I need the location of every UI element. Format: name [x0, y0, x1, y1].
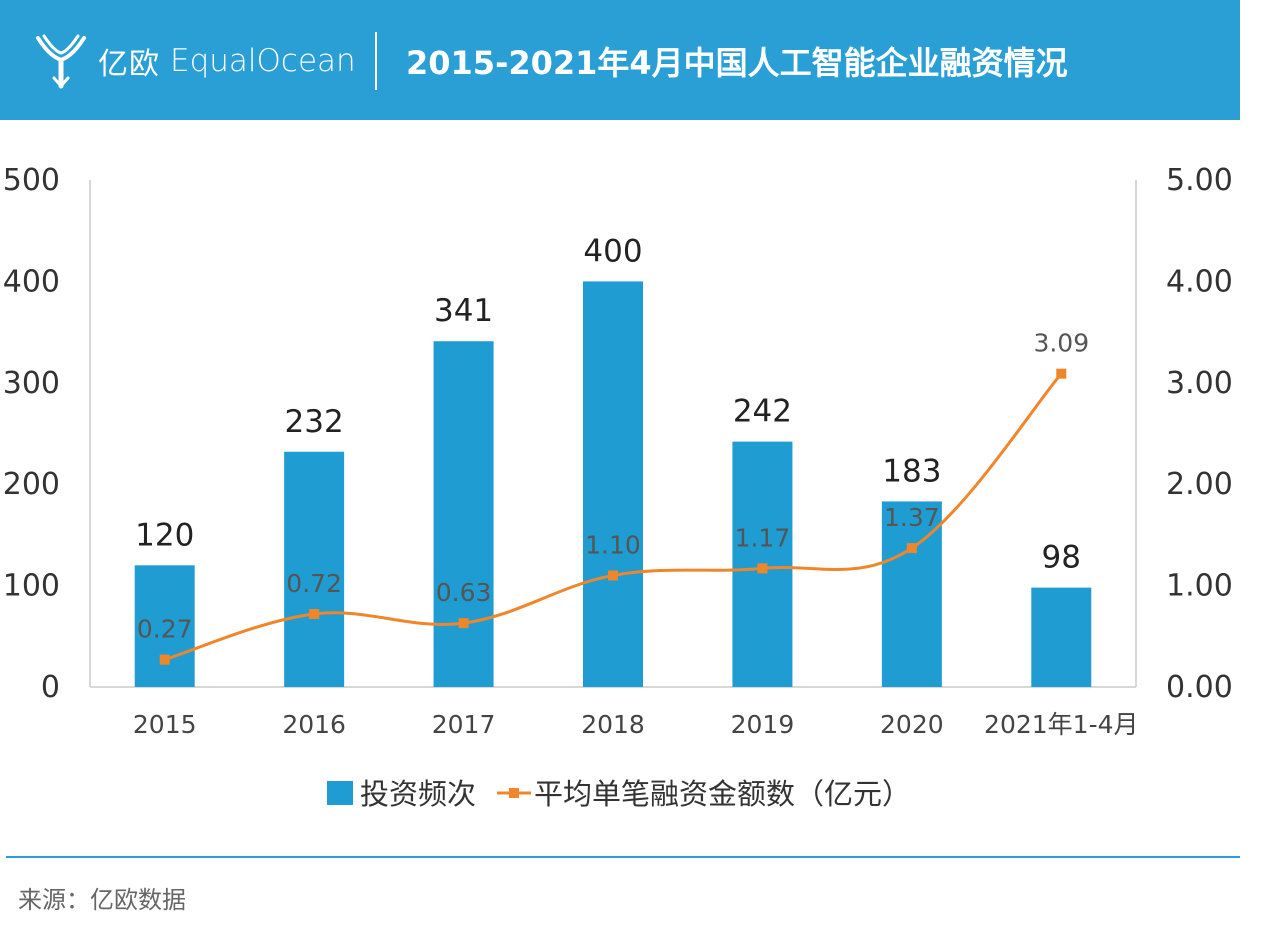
y-right-tick-label: 4.00	[1166, 264, 1233, 299]
legend-bar-swatch	[327, 781, 353, 805]
line-point	[1056, 368, 1067, 379]
bar-value-label: 242	[733, 394, 792, 430]
y-left-tick-label: 400	[3, 264, 60, 299]
logo-cn-text: 亿欧	[98, 47, 160, 82]
line-value-label: 0.27	[137, 615, 193, 644]
y-left-tick-label: 300	[3, 366, 60, 401]
bar	[1031, 587, 1092, 687]
y-right-tick-label: 1.00	[1166, 569, 1233, 604]
legend-bar-label: 投资频次	[360, 777, 476, 811]
x-tick-label: 2019	[731, 710, 795, 739]
bar-value-label: 120	[135, 517, 194, 553]
bar	[284, 451, 345, 687]
y-right-tick-label: 2.00	[1166, 467, 1233, 502]
header-banner: 亿欧 EqualOcean 2015-2021年4月中国人工智能企业融资情况	[0, 0, 1240, 120]
line-value-label: 1.37	[884, 503, 940, 532]
x-tick-label: 2018	[581, 710, 645, 739]
y-left-tick-label: 0	[41, 670, 60, 705]
line-value-label: 1.10	[585, 530, 641, 559]
line-value-label: 1.17	[735, 523, 791, 552]
page-title: 2015-2021年4月中国人工智能企业融资情况	[406, 44, 1068, 82]
header-divider	[375, 32, 377, 90]
footer-divider	[6, 856, 1240, 858]
y-left-tick-label: 200	[3, 467, 60, 502]
equalocean-logo-icon	[36, 34, 86, 89]
y-right-tick-label: 3.00	[1166, 366, 1233, 401]
bar	[583, 281, 643, 687]
bar-value-label: 183	[882, 453, 941, 489]
x-tick-label: 2017	[432, 710, 496, 739]
y-left-tick-label: 100	[3, 569, 60, 604]
line-value-label: 0.63	[436, 578, 492, 607]
line-point	[608, 570, 618, 581]
bar-value-label: 98	[1042, 540, 1081, 576]
line-point	[309, 608, 320, 619]
line-value-label: 3.09	[1033, 329, 1089, 358]
line-point	[458, 618, 469, 629]
x-tick-label: 2020	[880, 710, 944, 739]
legend-line-marker	[509, 788, 519, 798]
y-right-tick-label: 5.00	[1166, 163, 1233, 198]
y-left-tick-label: 500	[3, 163, 60, 198]
y-right-tick-label: 0.00	[1166, 670, 1233, 705]
bar-value-label: 341	[434, 293, 493, 329]
line-point	[757, 563, 768, 574]
bar-value-label: 400	[583, 233, 642, 269]
logo-en-text: EqualOcean	[170, 43, 356, 79]
bar-value-label: 232	[285, 404, 344, 440]
line-value-label: 0.72	[286, 569, 342, 598]
source-note: 来源：亿欧数据	[18, 886, 186, 914]
combo-chart: 0 100 200 300 400 500 0.00 1.00 2.00 3.00 4.00 5.00…	[3, 163, 1233, 811]
x-tick-label: 2015	[133, 710, 197, 739]
legend-line-label: 平均单笔融资金额数（亿元）	[534, 777, 911, 811]
bar	[433, 341, 494, 687]
line-point	[159, 654, 170, 665]
line-point	[906, 543, 917, 554]
bar	[134, 565, 195, 687]
x-tick-label: 2016	[282, 710, 346, 739]
logo: 亿欧 EqualOcean	[34, 26, 356, 96]
x-tick-label: 2021年1-4月	[984, 710, 1138, 739]
